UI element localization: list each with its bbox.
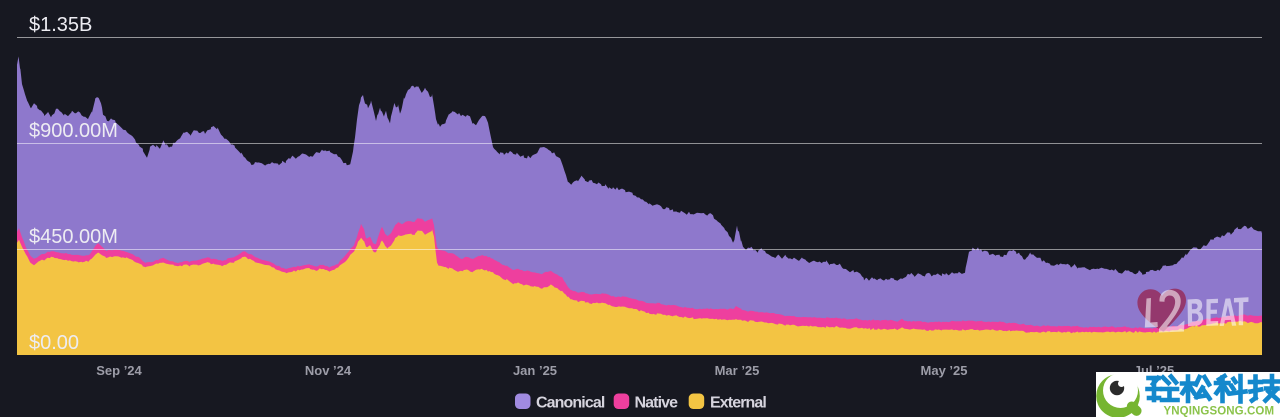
- svg-text:YNQINGSONG.COM: YNQINGSONG.COM: [1164, 406, 1275, 417]
- svg-text:Native: Native: [635, 395, 679, 412]
- svg-text:External: External: [710, 395, 766, 412]
- svg-text:Canonical: Canonical: [536, 395, 605, 412]
